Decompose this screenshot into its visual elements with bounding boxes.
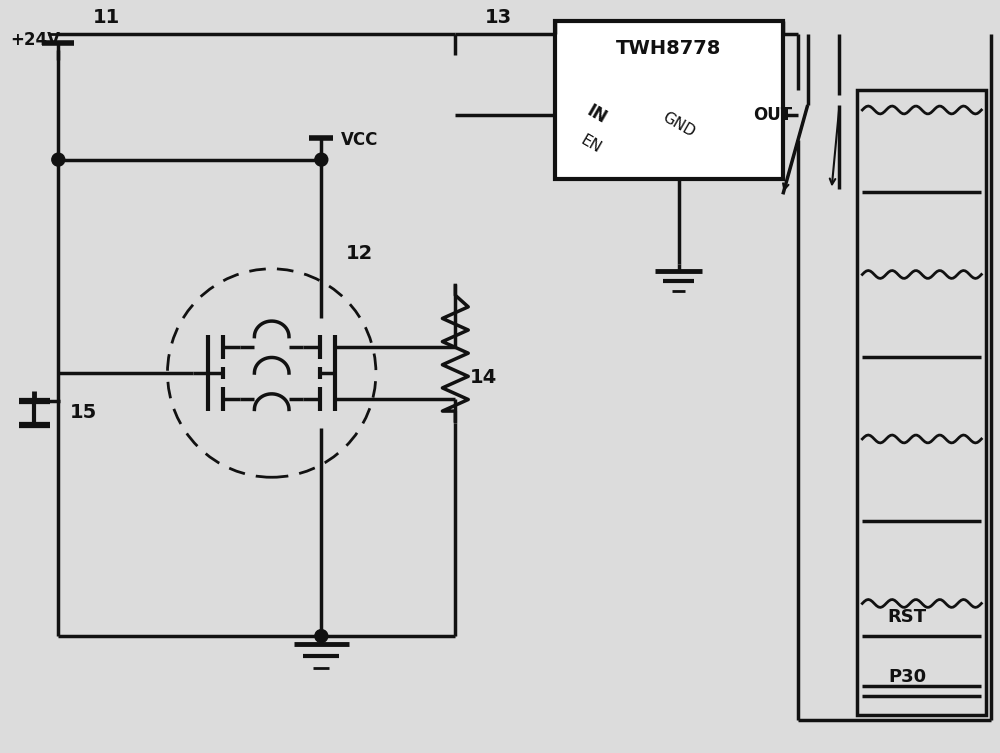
Text: P30: P30: [888, 668, 926, 686]
Circle shape: [315, 630, 328, 642]
Text: 15: 15: [70, 403, 97, 422]
Text: EN: EN: [578, 133, 604, 157]
FancyBboxPatch shape: [857, 90, 986, 715]
Text: 14: 14: [470, 368, 497, 388]
Text: 12: 12: [346, 245, 373, 264]
FancyBboxPatch shape: [555, 20, 783, 179]
Circle shape: [315, 153, 328, 166]
Text: 13: 13: [485, 8, 512, 27]
Text: GND: GND: [660, 110, 698, 140]
Text: OUT: OUT: [753, 106, 792, 124]
Text: RST: RST: [887, 608, 927, 626]
Text: IN: IN: [583, 102, 609, 128]
Text: 11: 11: [93, 8, 120, 27]
Text: VCC: VCC: [341, 131, 379, 149]
Circle shape: [52, 153, 65, 166]
Text: TWH8778: TWH8778: [616, 39, 721, 58]
Text: +24V: +24V: [11, 32, 61, 50]
